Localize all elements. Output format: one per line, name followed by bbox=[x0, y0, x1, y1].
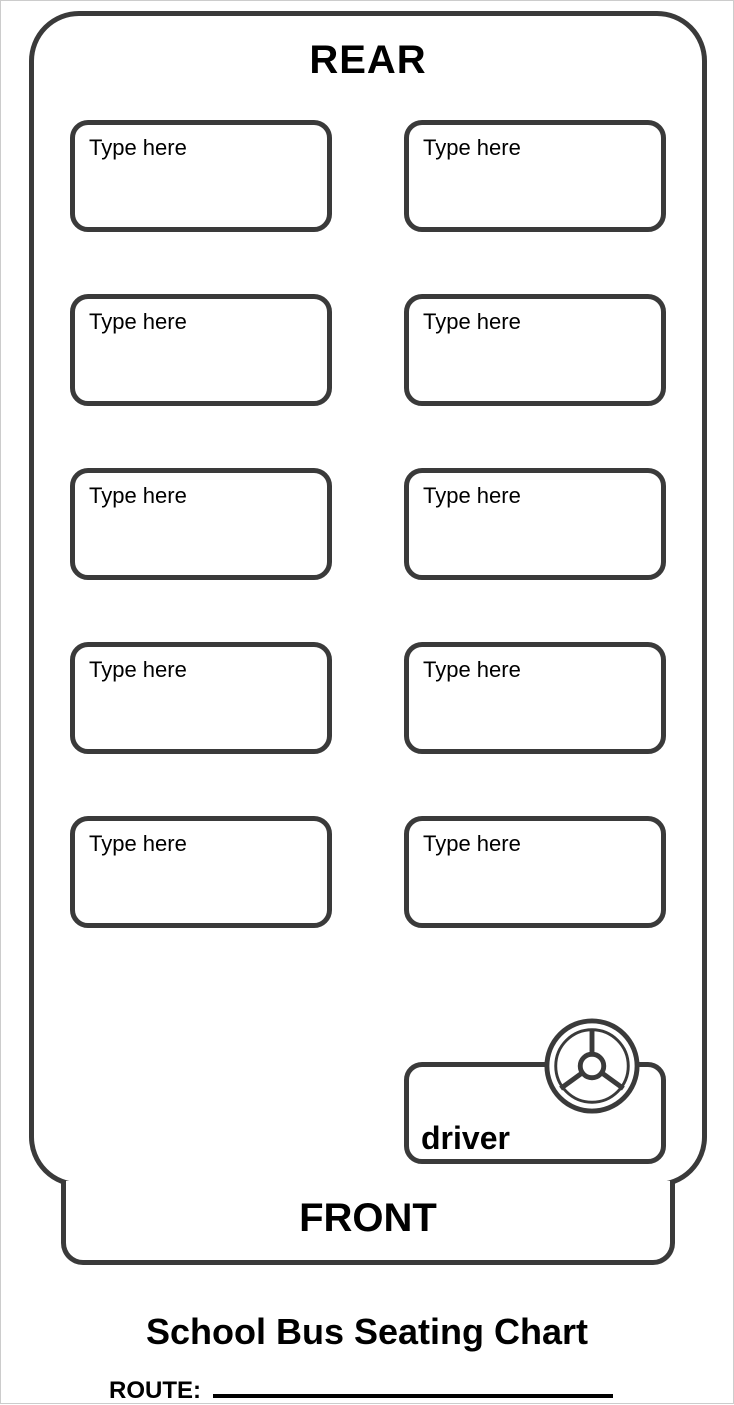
steering-wheel-icon bbox=[543, 1017, 641, 1115]
seat-input[interactable] bbox=[70, 816, 332, 928]
driver-box: driver bbox=[404, 1062, 666, 1164]
seat-row bbox=[34, 120, 702, 232]
seat-row bbox=[34, 468, 702, 580]
seat-input[interactable] bbox=[404, 816, 666, 928]
seat-input[interactable] bbox=[70, 468, 332, 580]
seat-input[interactable] bbox=[404, 294, 666, 406]
front-label: FRONT bbox=[299, 1196, 437, 1241]
seat-input[interactable] bbox=[70, 294, 332, 406]
driver-label: driver bbox=[421, 1120, 510, 1157]
seat-input[interactable] bbox=[404, 468, 666, 580]
rear-label: REAR bbox=[34, 38, 702, 83]
seat-row bbox=[34, 642, 702, 754]
seat-input[interactable] bbox=[70, 642, 332, 754]
seat-grid bbox=[34, 120, 702, 990]
route-row: ROUTE: bbox=[109, 1377, 613, 1405]
route-input-line[interactable] bbox=[213, 1378, 613, 1398]
seat-input[interactable] bbox=[70, 120, 332, 232]
page-title: School Bus Seating Chart bbox=[1, 1311, 733, 1353]
route-label: ROUTE: bbox=[109, 1377, 201, 1405]
seat-input[interactable] bbox=[404, 120, 666, 232]
seat-row bbox=[34, 294, 702, 406]
seat-input[interactable] bbox=[404, 642, 666, 754]
seat-row bbox=[34, 816, 702, 928]
front-box: FRONT bbox=[61, 1181, 675, 1265]
bus-body-outline: REAR driver bbox=[29, 11, 707, 1187]
